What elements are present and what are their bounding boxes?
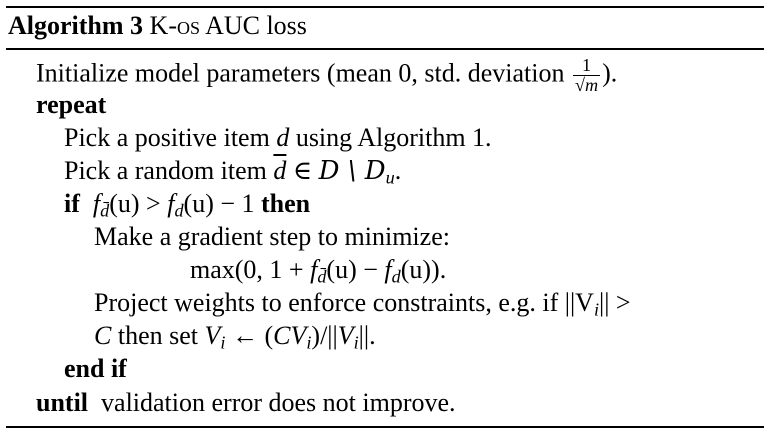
caption-title-suffix: AUC loss bbox=[200, 11, 307, 40]
then-close: ||. bbox=[358, 321, 376, 350]
pick-rand-prefix: Pick a random item bbox=[64, 156, 274, 185]
then-cv: CV bbox=[273, 321, 307, 350]
if-f1: f bbox=[92, 189, 101, 218]
then-keyword: then bbox=[261, 189, 311, 218]
line-until: until validation error does not improve. bbox=[36, 387, 456, 419]
line-pick-random: Pick a random item d ∈ D \ Du. bbox=[64, 155, 401, 187]
then-arrow: ← ( bbox=[225, 321, 274, 350]
init-fraction: 1 √m bbox=[572, 55, 601, 96]
pick-rand-var: d bbox=[273, 156, 287, 185]
max-sub2: d bbox=[391, 266, 401, 287]
caption-title-sc: os bbox=[176, 11, 200, 40]
then-cv-sub: i bbox=[306, 332, 312, 353]
line-pick-positive: Pick a positive item d using Algorithm 1… bbox=[64, 122, 492, 154]
init-text: Initialize model parameters (mean 0, std… bbox=[36, 58, 571, 88]
pick-rand-set: D \ D bbox=[318, 156, 386, 186]
init-frac-num: 1 bbox=[572, 55, 601, 77]
project-sub: i bbox=[593, 299, 600, 320]
then-div: )/|| bbox=[311, 321, 338, 350]
if-mid: (u) > bbox=[109, 189, 168, 218]
max-prefix: max(0, 1 + bbox=[190, 255, 311, 284]
pick-pos-suffix: using Algorithm 1. bbox=[289, 123, 492, 152]
init-close: ). bbox=[602, 58, 618, 88]
max-mid: (u) − bbox=[326, 255, 385, 284]
line-gradient-step: Make a gradient step to minimize: bbox=[94, 222, 450, 251]
if-f2: f bbox=[167, 189, 175, 218]
line-max-expression: max(0, 1 + fd̄(u) − fd(u)). bbox=[190, 254, 446, 286]
max-f1: f bbox=[310, 255, 318, 284]
line-repeat: repeat bbox=[36, 90, 107, 119]
until-text: validation error does not improve. bbox=[101, 388, 456, 417]
line-project-weights: Project weights to enforce constraints, … bbox=[94, 287, 631, 319]
init-frac-den: √m bbox=[574, 75, 599, 96]
line-then-set: C then set Vi ← (CVi)/||Vi||. bbox=[94, 320, 376, 352]
then-c: C bbox=[94, 321, 112, 350]
pick-pos-prefix: Pick a positive item bbox=[64, 123, 277, 152]
line-if: if fd̄(u) > fd(u) − 1 then bbox=[64, 188, 310, 220]
then-v-sub: i bbox=[220, 332, 226, 353]
caption-rule bbox=[6, 48, 764, 50]
max-f2: f bbox=[384, 255, 392, 284]
bottom-rule bbox=[6, 426, 764, 428]
caption-label: Algorithm 3 bbox=[8, 11, 144, 40]
max-end: (u)). bbox=[400, 255, 447, 284]
if-sub1: d̄ bbox=[100, 200, 110, 221]
pick-pos-var: d bbox=[276, 123, 290, 152]
then-v: V bbox=[204, 321, 221, 350]
then-v2-sub: i bbox=[353, 332, 359, 353]
line-end-if: end if bbox=[64, 354, 127, 383]
line-initialize: Initialize model parameters (mean 0, std… bbox=[36, 55, 618, 96]
pick-rand-in: ∈ bbox=[286, 156, 319, 185]
project-text: Project weights to enforce constraints, … bbox=[94, 288, 594, 317]
caption-title-prefix: K- bbox=[149, 11, 177, 40]
top-rule bbox=[6, 6, 764, 8]
then-text: then set bbox=[111, 321, 205, 350]
if-sub2: d bbox=[174, 200, 184, 221]
max-sub1: d̄ bbox=[317, 266, 327, 287]
if-keyword: if bbox=[64, 189, 80, 218]
pick-rand-sub: u bbox=[385, 167, 395, 188]
if-end: (u) − 1 bbox=[183, 189, 262, 218]
then-v2: V bbox=[337, 321, 354, 350]
algorithm-caption: Algorithm 3 K-os AUC loss bbox=[8, 10, 307, 42]
until-keyword: until bbox=[36, 388, 89, 417]
project-end: || > bbox=[599, 288, 631, 317]
pick-rand-end: . bbox=[394, 156, 402, 185]
